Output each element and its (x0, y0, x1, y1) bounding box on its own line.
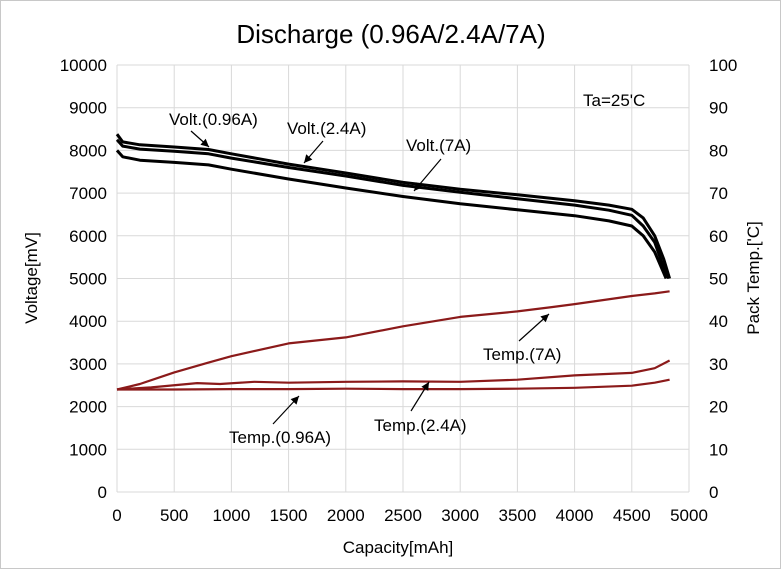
y-tick-label: 9000 (69, 99, 107, 118)
y2-axis-label: Pack Temp.['C] (744, 221, 763, 334)
series-line (116, 359, 671, 391)
x-tick-label: 5000 (670, 506, 708, 525)
y-tick-label: 5000 (69, 270, 107, 289)
series-layer (115, 133, 672, 391)
chart-title: Discharge (0.96A/2.4A/7A) (236, 19, 545, 49)
x-axis-label: Capacity[mAh] (343, 538, 454, 557)
arrowhead-icon (540, 314, 549, 323)
x-tick-label: 2000 (327, 506, 365, 525)
y2-tick-label: 30 (709, 355, 728, 374)
series-label: Volt.(0.96A) (169, 110, 258, 129)
series-line (116, 290, 670, 391)
y-tick-label: 2000 (69, 398, 107, 417)
series-label: Volt.(7A) (406, 136, 471, 155)
x-tick-label: 4500 (613, 506, 651, 525)
arrowhead-icon (200, 138, 209, 147)
y2-tick-label: 20 (709, 398, 728, 417)
series-line (117, 378, 670, 391)
y2-tick-label: 100 (709, 56, 737, 75)
x-tick-label: 3500 (498, 506, 536, 525)
y-tick-label: 10000 (60, 56, 107, 75)
ambient-temperature-note: Ta=25'C (583, 91, 645, 110)
x-tick-label: 1500 (270, 506, 308, 525)
series-line (115, 133, 672, 279)
series-line (115, 149, 668, 280)
x-tick-label: 3000 (441, 506, 479, 525)
y2-tick-label: 0 (709, 483, 718, 502)
x-tick-label: 2500 (384, 506, 422, 525)
series-line (115, 138, 670, 280)
arrowhead-icon (304, 154, 313, 163)
y-tick-label: 6000 (69, 227, 107, 246)
x-tick-label: 0 (112, 506, 121, 525)
y2-tick-label: 80 (709, 141, 728, 160)
x-tick-label: 500 (160, 506, 188, 525)
y-tick-label: 1000 (69, 440, 107, 459)
y2-tick-label: 60 (709, 227, 728, 246)
y-tick-label: 7000 (69, 184, 107, 203)
y-axis-label: Voltage[mV] (22, 232, 41, 324)
series-label: Volt.(2.4A) (287, 119, 366, 138)
y2-tick-label: 50 (709, 270, 728, 289)
y-tick-label: 8000 (69, 141, 107, 160)
y2-tick-label: 90 (709, 99, 728, 118)
series-label: Temp.(7A) (483, 345, 561, 364)
x-tick-label: 4000 (556, 506, 594, 525)
y-tick-label: 0 (98, 483, 107, 502)
y2-tick-label: 40 (709, 312, 728, 331)
ticks-layer: 0100020003000400050006000700080009000100… (60, 56, 738, 525)
x-tick-label: 1000 (212, 506, 250, 525)
y2-tick-label: 70 (709, 184, 728, 203)
arrowhead-icon (414, 182, 423, 191)
arrowhead-icon (290, 396, 299, 405)
y-tick-label: 3000 (69, 355, 107, 374)
y-tick-label: 4000 (69, 312, 107, 331)
arrowhead-icon (421, 382, 429, 391)
series-label: Temp.(2.4A) (374, 416, 467, 435)
annotations: Volt.(0.96A) Volt.(2.4A) Volt.(7A) Temp.(0.… (169, 110, 561, 447)
y2-tick-label: 10 (709, 440, 728, 459)
series-label: Temp.(0.96A) (229, 428, 331, 447)
